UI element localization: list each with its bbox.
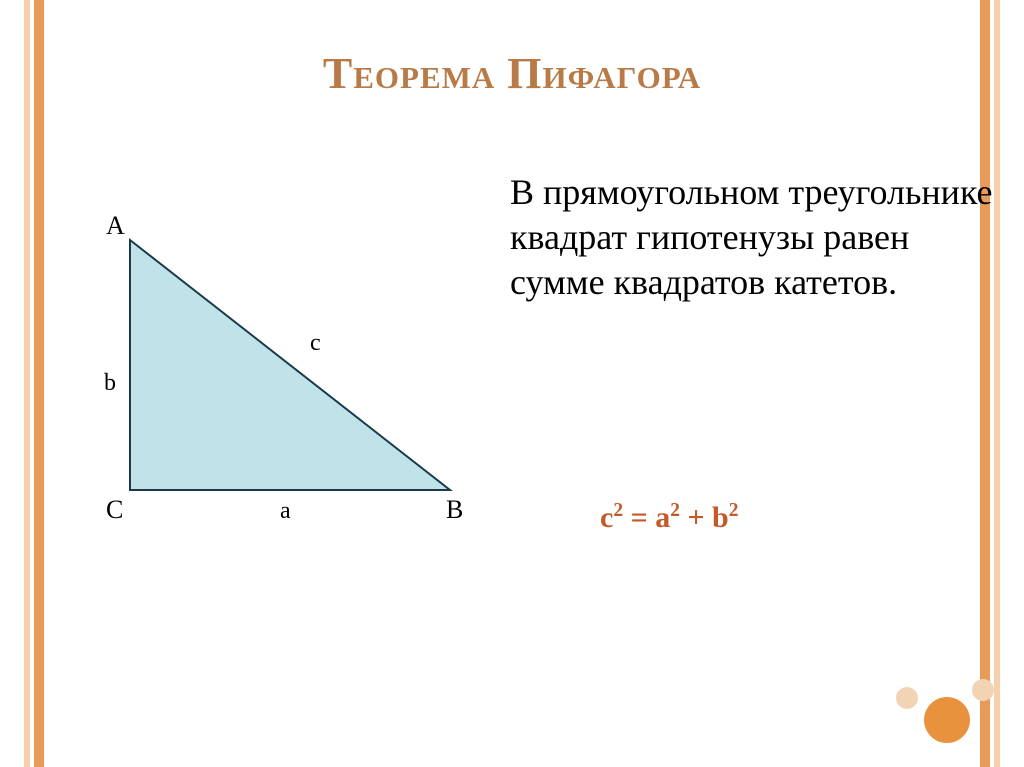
formula-eq: = [623, 501, 655, 534]
side-c-label: c [310, 330, 321, 356]
formula-b: b [712, 501, 729, 534]
formula-b-exp: 2 [729, 500, 739, 521]
side-a-label: a [280, 498, 291, 524]
formula-a: a [655, 501, 670, 534]
triangle-shape [130, 240, 450, 490]
formula-plus: + [680, 501, 712, 534]
triangle-diagram: A B C a b c [60, 200, 480, 560]
slide-frame: Теорема Пифагора A B C a b c В прямоугол… [0, 0, 1024, 767]
decor-circle-large [924, 697, 970, 743]
side-b-label: b [104, 370, 116, 396]
triangle-svg: A B C a b c [60, 200, 480, 540]
decor-circle-small-1 [896, 687, 918, 709]
formula-c-exp: 2 [613, 500, 623, 521]
formula-c: c [600, 501, 613, 534]
pythagoras-formula: c2 = a2 + b2 [600, 500, 738, 535]
slide-title: Теорема Пифагора [0, 48, 1024, 99]
right-outer-stripe [994, 0, 1000, 767]
left-outer-stripe [24, 0, 30, 767]
vertex-c-label: C [106, 495, 123, 524]
formula-a-exp: 2 [670, 500, 680, 521]
corner-decoration [880, 679, 1000, 749]
vertex-b-label: B [446, 495, 463, 524]
slide-content: A B C a b c В прямоугольном треугольнике… [60, 160, 984, 727]
theorem-statement: В прямоугольном треугольнике квадрат гип… [510, 170, 1010, 305]
vertex-a-label: A [106, 211, 125, 240]
decor-circle-small-2 [972, 679, 994, 701]
left-inner-stripe [34, 0, 44, 767]
